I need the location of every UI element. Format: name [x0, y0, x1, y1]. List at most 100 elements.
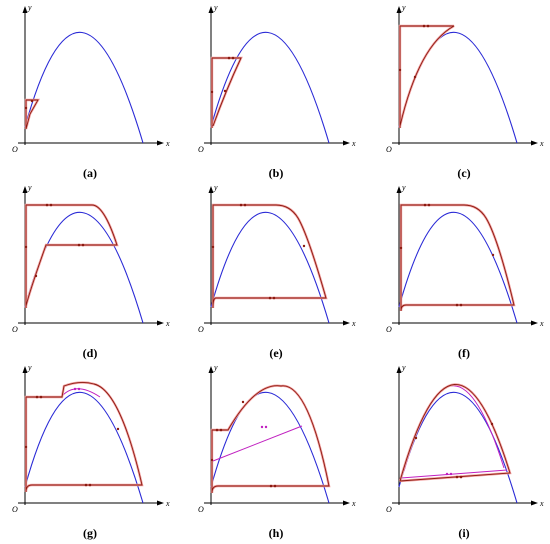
- orbit-point: [243, 203, 247, 207]
- origin-label: O: [198, 505, 204, 514]
- panel-label: (c): [457, 166, 470, 180]
- x-axis-arrow: [531, 500, 538, 506]
- panel-label: (h): [269, 526, 284, 540]
- panel-a: y x O (a): [12, 3, 170, 180]
- y-axis-label: y: [213, 3, 218, 12]
- orbit-point: [455, 475, 459, 479]
- x-axis-label: x: [351, 499, 356, 508]
- y-axis-label: y: [401, 183, 406, 192]
- orbit-path-highlight: [24, 381, 144, 493]
- orbit-point: [241, 400, 245, 404]
- panel-d: y x O (d): [12, 183, 170, 360]
- y-axis-arrow: [208, 366, 214, 373]
- orbit-point: [422, 24, 426, 28]
- orbit-point: [77, 243, 81, 247]
- orbit-path: [399, 25, 455, 128]
- x-axis-arrow: [157, 140, 164, 146]
- y-axis-label: y: [401, 363, 406, 372]
- orbit-point: [210, 90, 214, 94]
- orbit-point-alt: [73, 387, 77, 391]
- panel-label: (g): [83, 526, 97, 540]
- panel-label: (f): [458, 346, 470, 360]
- orbit-path: [25, 204, 118, 308]
- orbit-point: [302, 244, 306, 248]
- x-axis-label: x: [165, 319, 170, 328]
- y-axis-label: y: [27, 363, 32, 372]
- y-axis-label: y: [401, 3, 406, 12]
- orbit-point: [219, 428, 223, 432]
- orbit-point: [88, 483, 92, 487]
- x-axis-arrow: [531, 320, 538, 326]
- orbit-point-alt: [445, 472, 449, 476]
- panel-f: y x O (f): [386, 183, 544, 360]
- orbit-point: [273, 484, 277, 488]
- orbit-point: [423, 203, 427, 207]
- orbit-point: [413, 75, 417, 79]
- x-axis-label: x: [539, 319, 544, 328]
- parabola-curve: [24, 31, 144, 144]
- orbit-point: [211, 245, 215, 249]
- origin-label: O: [386, 325, 392, 334]
- panel-b: y x O (b): [198, 3, 356, 180]
- parabola-curve: [398, 391, 518, 504]
- orbit-point: [239, 203, 243, 207]
- parabola-curve: [24, 391, 144, 504]
- y-axis-label: y: [27, 183, 32, 192]
- y-axis-label: y: [27, 3, 32, 12]
- orbit-point-alt: [264, 425, 268, 429]
- orbit-point: [269, 484, 273, 488]
- orbit-point: [116, 427, 120, 431]
- origin-label: O: [198, 325, 204, 334]
- panel-label: (b): [269, 166, 284, 180]
- orbit-point: [24, 445, 28, 449]
- orbit-point-alt: [260, 425, 264, 429]
- orbit-point: [81, 243, 85, 247]
- orbit-path-alt: [212, 425, 303, 462]
- y-axis-arrow: [208, 186, 214, 193]
- orbit-point: [231, 56, 235, 60]
- y-axis-arrow: [396, 6, 402, 13]
- parabola-curve: [398, 211, 518, 324]
- panel-label: (e): [269, 346, 282, 360]
- parabola-curve: [210, 391, 330, 504]
- orbit-point: [455, 303, 459, 307]
- orbit-path: [211, 385, 330, 494]
- orbit-point: [490, 422, 494, 426]
- orbit-path-highlight: [399, 203, 516, 312]
- panel-e: y x O (e): [198, 183, 356, 360]
- x-axis-arrow: [157, 320, 164, 326]
- parabola-curve: [24, 211, 144, 324]
- orbit-point: [84, 483, 88, 487]
- orbit-path: [25, 99, 39, 130]
- panel-label: (a): [83, 166, 97, 180]
- x-axis-arrow: [343, 500, 350, 506]
- orbit-point: [399, 246, 403, 250]
- x-axis-label: x: [351, 319, 356, 328]
- orbit-point: [24, 106, 28, 110]
- orbit-point: [398, 68, 402, 72]
- origin-label: O: [198, 145, 204, 154]
- panel-g: y x O (g): [12, 363, 170, 540]
- orbit-point-alt: [449, 472, 453, 476]
- orbit-point: [45, 203, 49, 207]
- orbit-point: [427, 203, 431, 207]
- orbit-point: [459, 303, 463, 307]
- orbit-path-highlight: [210, 384, 331, 494]
- orbit-path-highlight: [398, 24, 455, 128]
- orbit-point-alt: [77, 387, 81, 391]
- x-axis-arrow: [343, 140, 350, 146]
- y-axis-label: y: [213, 363, 218, 372]
- orbit-point: [39, 395, 43, 399]
- y-axis-arrow: [396, 366, 402, 373]
- panel-i: y x O (i): [386, 363, 544, 540]
- orbit-path: [25, 381, 143, 493]
- panel-label: (i): [458, 526, 469, 540]
- x-axis-arrow: [531, 140, 538, 146]
- x-axis-arrow: [157, 500, 164, 506]
- orbit-point: [272, 296, 276, 300]
- x-axis-arrow: [343, 320, 350, 326]
- orbit-path: [212, 204, 327, 309]
- origin-label: O: [12, 145, 18, 154]
- parabola-curve: [210, 31, 330, 144]
- orbit-point: [24, 245, 28, 249]
